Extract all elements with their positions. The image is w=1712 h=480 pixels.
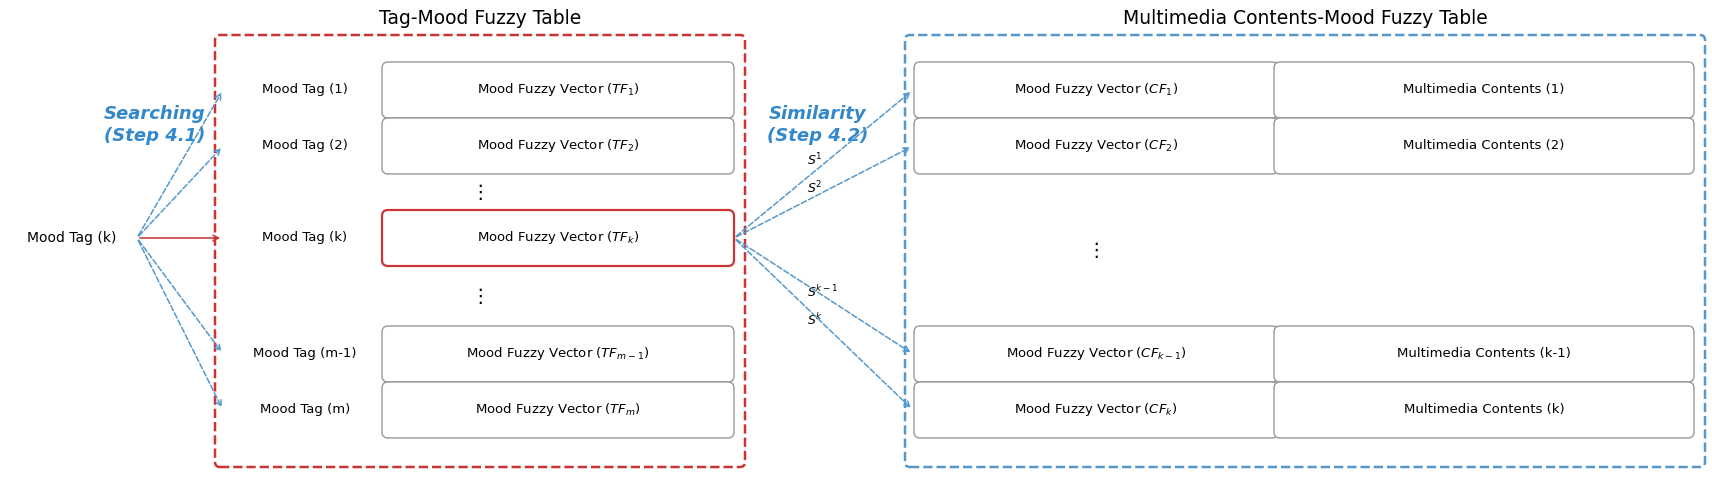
- Text: Mood Fuzzy Vector ($\mathit{TF}_{k}$): Mood Fuzzy Vector ($\mathit{TF}_{k}$): [478, 229, 639, 247]
- Text: Multimedia Contents (1): Multimedia Contents (1): [1404, 84, 1565, 96]
- Text: Mood Tag (k): Mood Tag (k): [262, 231, 348, 244]
- FancyBboxPatch shape: [382, 210, 734, 266]
- FancyBboxPatch shape: [914, 62, 1277, 118]
- Text: ⋮: ⋮: [1085, 240, 1106, 260]
- Text: $S^2$: $S^2$: [806, 180, 822, 196]
- Text: Mood Fuzzy Vector ($\mathit{CF}_{k}$): Mood Fuzzy Vector ($\mathit{CF}_{k}$): [1014, 401, 1178, 419]
- Text: Similarity
(Step 4.2): Similarity (Step 4.2): [767, 105, 868, 145]
- Text: Mood Fuzzy Vector ($\mathit{CF}_{k-1}$): Mood Fuzzy Vector ($\mathit{CF}_{k-1}$): [1005, 346, 1186, 362]
- Text: Mood Tag (2): Mood Tag (2): [262, 140, 348, 153]
- FancyBboxPatch shape: [914, 382, 1277, 438]
- Text: Multimedia Contents (2): Multimedia Contents (2): [1404, 140, 1565, 153]
- Text: ⋮: ⋮: [471, 287, 490, 305]
- Text: Mood Tag (1): Mood Tag (1): [262, 84, 348, 96]
- FancyBboxPatch shape: [1274, 62, 1693, 118]
- Text: Tag-Mood Fuzzy Table: Tag-Mood Fuzzy Table: [378, 9, 580, 28]
- FancyBboxPatch shape: [382, 382, 734, 438]
- FancyBboxPatch shape: [382, 62, 734, 118]
- FancyBboxPatch shape: [382, 326, 734, 382]
- FancyBboxPatch shape: [1274, 118, 1693, 174]
- FancyBboxPatch shape: [1274, 326, 1693, 382]
- Text: Mood Tag (m): Mood Tag (m): [260, 404, 351, 417]
- Text: Mood Fuzzy Vector ($\mathit{TF}_{m-1}$): Mood Fuzzy Vector ($\mathit{TF}_{m-1}$): [466, 346, 649, 362]
- Text: $S^k$: $S^k$: [806, 312, 823, 328]
- Text: Mood Tag (m-1): Mood Tag (m-1): [253, 348, 356, 360]
- Text: $S^1$: $S^1$: [806, 152, 822, 168]
- Text: Mood Fuzzy Vector ($\mathit{TF}_{2}$): Mood Fuzzy Vector ($\mathit{TF}_{2}$): [476, 137, 639, 155]
- Text: ⋮: ⋮: [471, 182, 490, 202]
- Text: $S^{k-1}$: $S^{k-1}$: [806, 284, 839, 300]
- FancyBboxPatch shape: [1274, 382, 1693, 438]
- Text: Mood Fuzzy Vector ($\mathit{CF}_{1}$): Mood Fuzzy Vector ($\mathit{CF}_{1}$): [1014, 82, 1178, 98]
- Text: Multimedia Contents (k-1): Multimedia Contents (k-1): [1397, 348, 1572, 360]
- Text: Mood Fuzzy Vector ($\mathit{TF}_{m}$): Mood Fuzzy Vector ($\mathit{TF}_{m}$): [474, 401, 640, 419]
- Text: Multimedia Contents (k): Multimedia Contents (k): [1404, 404, 1565, 417]
- FancyBboxPatch shape: [914, 326, 1277, 382]
- Text: Searching
(Step 4.1): Searching (Step 4.1): [104, 105, 205, 145]
- FancyBboxPatch shape: [382, 118, 734, 174]
- Text: Mood Tag (k): Mood Tag (k): [27, 231, 116, 245]
- FancyBboxPatch shape: [914, 118, 1277, 174]
- Text: Mood Fuzzy Vector ($\mathit{CF}_{2}$): Mood Fuzzy Vector ($\mathit{CF}_{2}$): [1014, 137, 1178, 155]
- Text: Mood Fuzzy Vector ($\mathit{TF}_{1}$): Mood Fuzzy Vector ($\mathit{TF}_{1}$): [476, 82, 639, 98]
- Text: Multimedia Contents-Mood Fuzzy Table: Multimedia Contents-Mood Fuzzy Table: [1123, 9, 1488, 28]
